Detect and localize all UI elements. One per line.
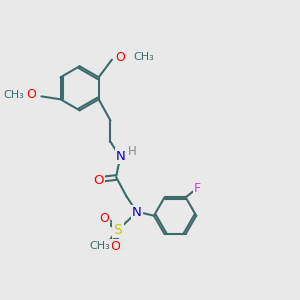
Text: O: O bbox=[93, 174, 104, 187]
Text: S: S bbox=[113, 223, 122, 237]
Text: CH₃: CH₃ bbox=[3, 90, 24, 100]
Text: O: O bbox=[110, 240, 120, 253]
Text: F: F bbox=[194, 182, 201, 195]
Text: N: N bbox=[132, 206, 142, 219]
Text: O: O bbox=[99, 212, 109, 224]
Text: H: H bbox=[128, 146, 136, 158]
Text: CH₃: CH₃ bbox=[133, 52, 154, 62]
Text: N: N bbox=[116, 150, 126, 163]
Text: O: O bbox=[26, 88, 36, 101]
Text: CH₃: CH₃ bbox=[90, 241, 110, 251]
Text: O: O bbox=[115, 51, 125, 64]
